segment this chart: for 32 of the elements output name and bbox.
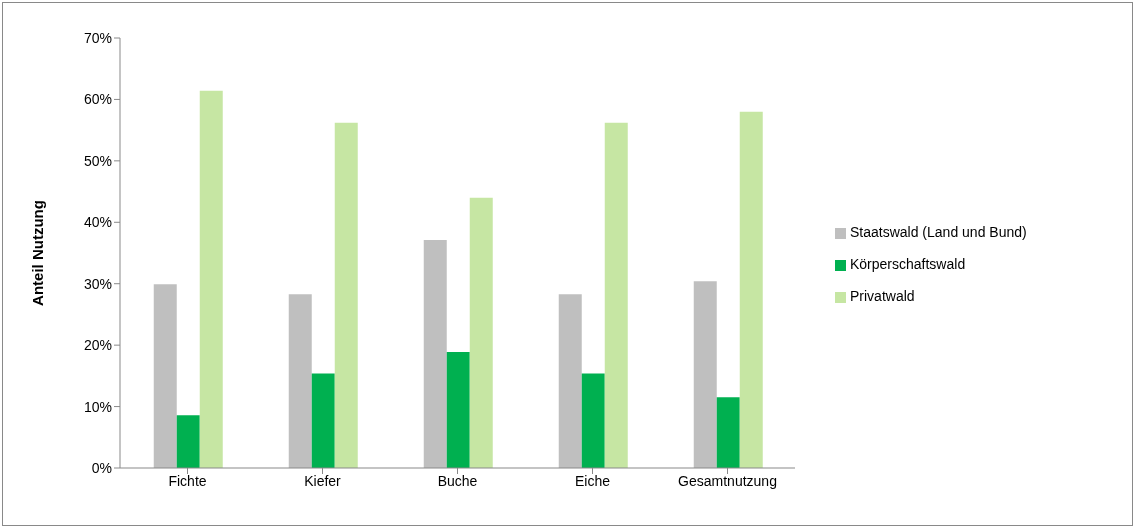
bar — [581, 373, 605, 468]
x-tick-label: Gesamtnutzung — [678, 472, 777, 489]
x-tick-label: Kiefer — [304, 472, 342, 489]
bar — [288, 294, 312, 468]
y-tick-label: 0% — [91, 459, 112, 476]
x-tick-label: Buche — [437, 472, 478, 489]
bar — [469, 197, 493, 468]
bar — [334, 122, 358, 468]
y-tick-label: 70% — [83, 29, 112, 46]
bar — [558, 294, 582, 468]
legend-label: Staatswald (Land und Bund) — [850, 224, 1027, 240]
bar — [693, 281, 717, 468]
bar — [739, 111, 763, 468]
bar — [604, 122, 628, 468]
legend-label: Körperschaftswald — [850, 256, 966, 272]
legend-label: Privatwald — [850, 288, 915, 304]
y-tick-label: 60% — [83, 91, 112, 108]
y-tick-label: 20% — [83, 337, 112, 354]
bar — [311, 373, 335, 468]
x-tick-label: Fichte — [168, 472, 207, 489]
bar — [423, 240, 447, 468]
y-tick-label: 30% — [83, 275, 112, 292]
bar — [199, 90, 223, 468]
y-tick-label: 40% — [83, 214, 112, 231]
bar — [716, 397, 740, 468]
y-tick-label: 10% — [83, 398, 112, 415]
y-axis-title: Anteil Nutzung — [29, 200, 47, 306]
bar — [153, 284, 177, 468]
y-tick-label: 50% — [83, 152, 112, 169]
bar — [176, 415, 200, 468]
bar — [446, 351, 470, 468]
x-tick-label: Eiche — [574, 472, 611, 489]
